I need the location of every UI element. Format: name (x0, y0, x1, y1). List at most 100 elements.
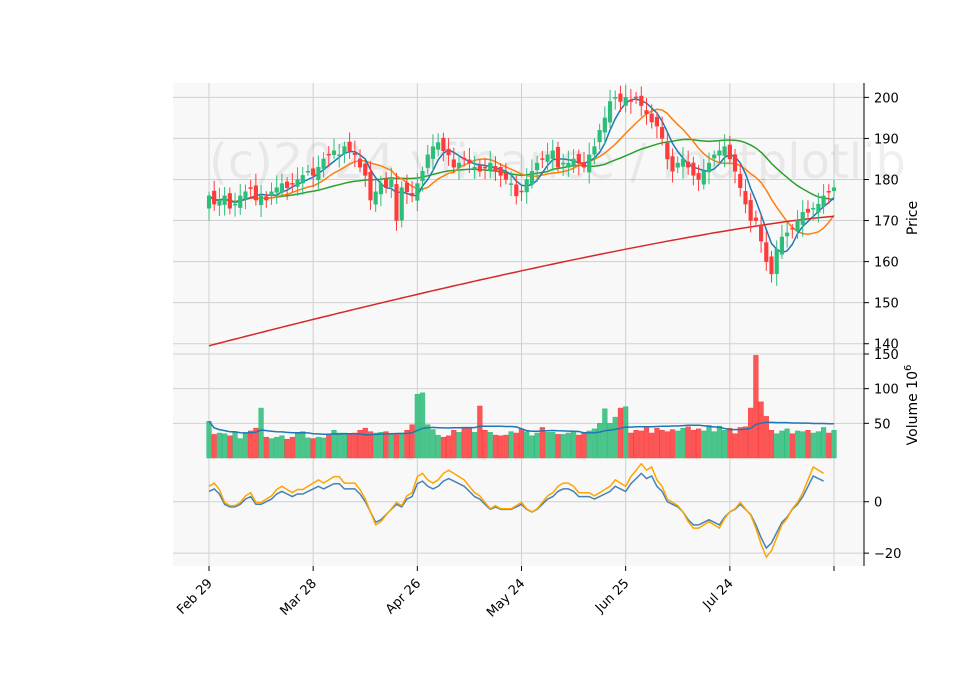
candle-body (285, 181, 290, 188)
candle (805, 200, 811, 218)
volume-bar (654, 427, 660, 459)
candle (613, 90, 618, 110)
volume-bar (373, 432, 379, 459)
candle-body (248, 187, 253, 189)
candle-body (581, 162, 587, 168)
candle (217, 187, 222, 216)
candle-body (576, 153, 581, 164)
volume-bar (732, 433, 738, 459)
volume-bar (274, 436, 280, 459)
price-tick-label: 190 (874, 132, 899, 147)
volume-ma-line (208, 420, 835, 436)
volume-bar (320, 437, 327, 459)
candle (441, 132, 446, 162)
candle-body (331, 150, 337, 155)
candle (347, 132, 352, 160)
candle-body (607, 101, 613, 123)
candle-body (712, 154, 717, 159)
candle-body (555, 146, 561, 168)
volume-bar (794, 430, 801, 459)
candle-body (462, 157, 467, 160)
volume-bar (409, 424, 415, 459)
volume-bar (216, 432, 223, 459)
candle-body (535, 162, 540, 171)
candle-body (373, 191, 378, 205)
volume-bar (669, 429, 676, 459)
volume-bar (294, 433, 301, 459)
volume-bar (237, 438, 243, 459)
volume-bar (826, 432, 832, 459)
candle-body (269, 191, 274, 196)
candles (206, 85, 837, 286)
volume-bar (727, 427, 733, 459)
volume-bar (232, 432, 238, 459)
candle-body (540, 158, 545, 160)
candle-body (644, 110, 649, 115)
candle-body (430, 146, 436, 159)
volume-bar (831, 430, 837, 459)
candle-body (561, 162, 566, 165)
volume-bar (597, 423, 603, 459)
candle-body (227, 193, 232, 209)
candle (368, 161, 373, 210)
candle-body (587, 154, 592, 173)
candle (686, 150, 691, 175)
volume-bar (263, 436, 269, 459)
volume-bar (768, 430, 775, 459)
candle (576, 149, 581, 176)
volume-bar (222, 433, 228, 459)
candle-body (670, 156, 675, 172)
candle-body (259, 195, 264, 206)
volume-bar (508, 431, 514, 459)
candle (311, 157, 316, 188)
oscillator-panel (173, 458, 864, 566)
candle-body (378, 183, 383, 195)
volume-bar (800, 431, 806, 459)
candle (634, 91, 639, 104)
volume-tick-label: 100 (874, 383, 899, 398)
volume-bar (268, 438, 275, 459)
candle-body (232, 203, 238, 206)
volume-bar (513, 432, 519, 459)
candle-body (238, 195, 243, 208)
candle (514, 175, 519, 205)
volume-bar (815, 431, 821, 459)
volume-bars (206, 355, 837, 459)
candle-body (566, 162, 571, 168)
volume-bar (633, 430, 639, 459)
candle (732, 149, 738, 184)
candle-body (441, 137, 446, 152)
volume-bar (753, 355, 759, 459)
candle-body (446, 148, 451, 156)
volume-bar (440, 436, 446, 459)
volume-moving-average (208, 420, 835, 436)
candle-body (524, 179, 529, 193)
candle (498, 163, 503, 188)
candle (373, 179, 378, 212)
candle-body (399, 187, 404, 221)
volume-bar (524, 431, 530, 459)
candle (389, 167, 394, 198)
candle (581, 151, 587, 173)
candle (451, 147, 456, 174)
volume-bar (649, 432, 655, 459)
candle-body (295, 179, 300, 187)
candle (800, 200, 805, 237)
candle-body (264, 196, 269, 201)
candle (639, 86, 644, 117)
candle (352, 140, 357, 167)
volume-bar (445, 435, 452, 459)
candle-body (805, 208, 811, 213)
volume-bar (534, 432, 540, 459)
candle-body (222, 195, 227, 205)
candle-body (613, 97, 618, 99)
candle (337, 144, 342, 168)
candle-body (790, 227, 795, 230)
volume-bar (565, 432, 571, 459)
volume-bar (748, 407, 754, 459)
candle (743, 179, 748, 214)
candle-body (321, 158, 326, 169)
volume-tick-label: 150 (874, 348, 899, 363)
candle (618, 85, 623, 112)
